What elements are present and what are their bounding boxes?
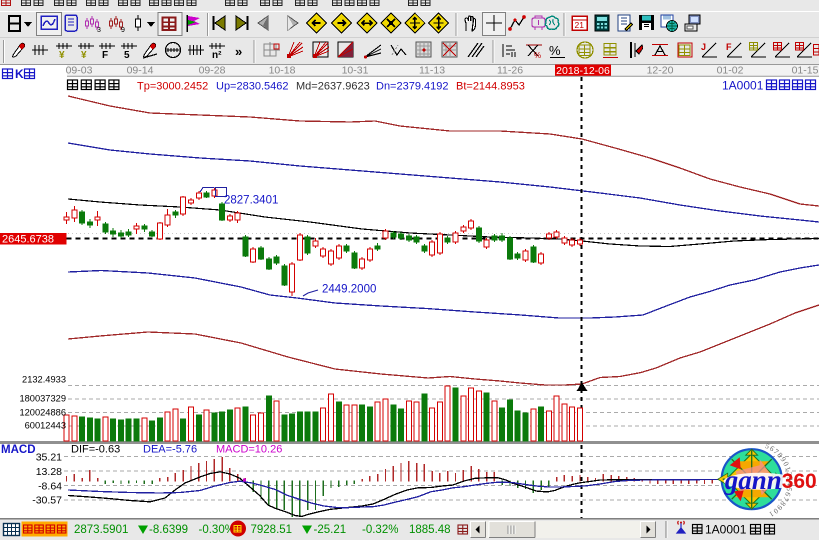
- svg-text:7: 7: [772, 447, 781, 456]
- svg-text:180037329: 180037329: [19, 394, 66, 404]
- svg-text:-25.21: -25.21: [314, 524, 347, 536]
- svg-text:2018-12-06: 2018-12-06: [556, 65, 610, 77]
- svg-text:gann: gann: [724, 465, 782, 495]
- svg-text:9: 9: [779, 455, 789, 463]
- svg-text:2132.4933: 2132.4933: [22, 375, 66, 385]
- svg-text:1885.48: 1885.48: [409, 524, 451, 536]
- svg-text:11-26: 11-26: [497, 65, 523, 77]
- svg-text:5: 5: [124, 50, 130, 61]
- svg-text:9: 9: [121, 27, 125, 34]
- svg-text:360: 360: [782, 470, 817, 493]
- svg-text:2: 2: [785, 471, 795, 477]
- svg-text:13.28: 13.28: [36, 466, 62, 478]
- svg-text:%: %: [534, 51, 541, 60]
- svg-text:DIF=-0.63: DIF=-0.63: [71, 444, 120, 456]
- svg-text:Bt=2144.8953: Bt=2144.8953: [456, 81, 525, 93]
- svg-text:60012443: 60012443: [25, 421, 66, 431]
- svg-text:F: F: [102, 50, 108, 61]
- svg-text:1: 1: [767, 509, 775, 519]
- svg-text:12-20: 12-20: [647, 65, 674, 77]
- svg-text:0: 0: [771, 506, 780, 516]
- svg-text:7928.51: 7928.51: [251, 524, 293, 536]
- svg-text:6: 6: [768, 444, 776, 454]
- svg-text:09-14: 09-14: [127, 65, 154, 77]
- svg-text:-30.57: -30.57: [32, 495, 62, 507]
- svg-text:»: »: [235, 44, 242, 59]
- svg-text:Dn=2379.4192: Dn=2379.4192: [376, 81, 448, 93]
- svg-text:-0.32%: -0.32%: [362, 524, 398, 536]
- svg-text:2827.3401: 2827.3401: [224, 195, 278, 207]
- svg-text:8: 8: [778, 499, 788, 507]
- svg-text:J: J: [701, 42, 706, 52]
- svg-text:2873.5901: 2873.5901: [74, 524, 128, 536]
- svg-text:10-31: 10-31: [342, 65, 369, 77]
- svg-text:9: 9: [775, 503, 784, 512]
- svg-text:09-03: 09-03: [66, 65, 93, 77]
- svg-text:4: 4: [785, 482, 794, 487]
- svg-text:5: 5: [785, 486, 795, 492]
- svg-text:-8.6399: -8.6399: [149, 524, 188, 536]
- svg-text:n²: n²: [212, 50, 222, 61]
- svg-text:10-18: 10-18: [269, 65, 296, 77]
- svg-text:1: 1: [783, 465, 793, 472]
- svg-text:Up=2830.5462: Up=2830.5462: [216, 81, 288, 93]
- svg-text:-0.30%: -0.30%: [199, 524, 235, 536]
- svg-text:5: 5: [764, 441, 771, 451]
- svg-text:1A0001: 1A0001: [722, 79, 764, 93]
- svg-text:%: %: [549, 43, 561, 58]
- svg-text:MACD: MACD: [1, 444, 36, 456]
- svg-text:7: 7: [781, 495, 791, 503]
- svg-text:8: 8: [775, 451, 784, 460]
- svg-text:2449.2000: 2449.2000: [322, 284, 376, 296]
- svg-text:-8.64: -8.64: [38, 481, 62, 493]
- svg-text:1A0001: 1A0001: [705, 523, 747, 537]
- svg-text:K: K: [15, 67, 24, 81]
- svg-text:¥: ¥: [81, 50, 87, 61]
- svg-text:0: 0: [781, 460, 791, 468]
- svg-text:09-28: 09-28: [199, 65, 226, 77]
- svg-text:120024886: 120024886: [19, 408, 66, 418]
- svg-text:Tp=3000.2452: Tp=3000.2452: [137, 81, 208, 93]
- svg-text:MACD=10.26: MACD=10.26: [216, 444, 282, 456]
- svg-text:6: 6: [783, 491, 793, 498]
- svg-text:F: F: [726, 42, 732, 52]
- svg-text:3: 3: [97, 27, 101, 34]
- svg-text:01-15: 01-15: [792, 65, 819, 77]
- svg-text:11-13: 11-13: [419, 65, 445, 77]
- svg-text:01-02: 01-02: [717, 65, 744, 77]
- svg-text:21: 21: [575, 20, 585, 30]
- svg-text:35.21: 35.21: [36, 452, 62, 464]
- svg-text:¥: ¥: [59, 50, 65, 61]
- svg-text:3: 3: [785, 477, 794, 482]
- svg-text:2645.6738: 2645.6738: [2, 234, 54, 246]
- svg-text:Md=2637.9623: Md=2637.9623: [296, 81, 370, 93]
- svg-text:DEA=-5.76: DEA=-5.76: [143, 444, 197, 456]
